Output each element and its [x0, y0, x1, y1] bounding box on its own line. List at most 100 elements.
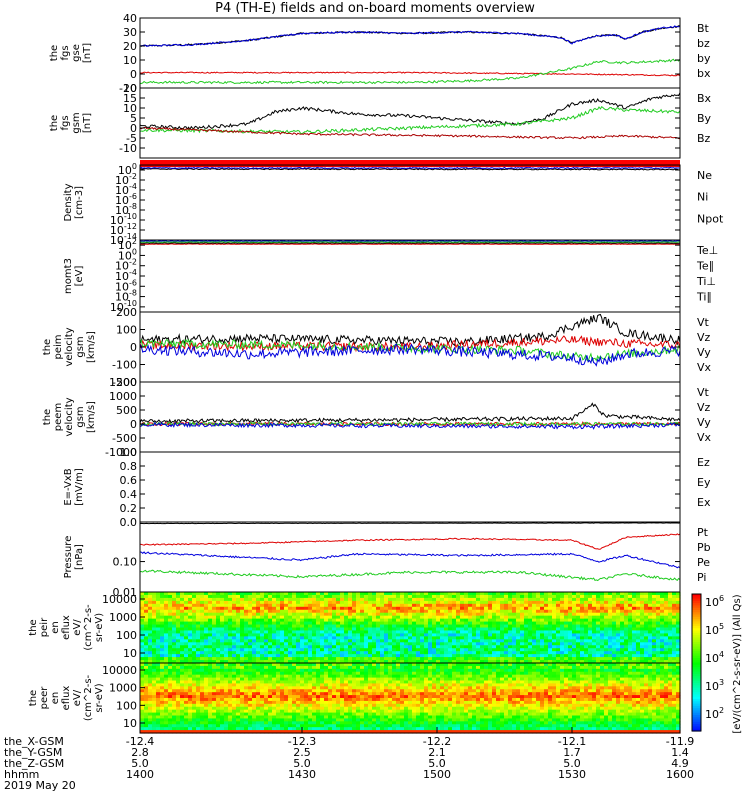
spectrogram-cell [208, 645, 213, 649]
spectrogram-cell [232, 594, 237, 599]
spectrogram-cell [420, 603, 425, 608]
spectrogram-cell [612, 594, 617, 599]
spectrogram-cell [256, 651, 261, 655]
spectrogram-cell [360, 645, 365, 649]
spectrogram-cell [280, 689, 285, 693]
spectrogram-cell [364, 677, 369, 682]
spectrogram-cell [168, 639, 173, 643]
spectrogram-cell [232, 698, 237, 702]
spectrogram-cell [276, 706, 281, 711]
spectrogram-cell [308, 686, 313, 690]
spectrogram-cell [392, 597, 397, 602]
spectrogram-cell [372, 612, 377, 617]
spectrogram-cell [184, 612, 189, 617]
spectrogram-cell [368, 651, 373, 655]
spectrogram-cell [424, 621, 429, 626]
spectrogram-cell [672, 592, 677, 596]
spectrogram-cell [308, 645, 313, 649]
spectrogram-cell [536, 654, 541, 658]
spectrogram-cell [356, 615, 361, 620]
spectrogram-cell [184, 660, 189, 664]
spectrogram-cell [660, 615, 665, 620]
spectrogram-cell [556, 651, 561, 655]
spectrogram-cell [184, 668, 189, 673]
spectrogram-cell [588, 651, 593, 655]
spectrogram-cell [200, 692, 205, 696]
spectrogram-cell [192, 636, 197, 640]
spectrogram-cell [296, 671, 301, 676]
spectrogram-cell [540, 642, 545, 646]
spectrogram-cell [376, 692, 381, 696]
spectrogram-cell [244, 686, 249, 690]
spectrogram-cell [304, 639, 309, 643]
spectrogram-cell [608, 642, 613, 646]
spectrogram-cell [376, 633, 381, 637]
spectrogram-cell [452, 654, 457, 658]
spectrogram-cell [172, 730, 177, 734]
spectrogram-cell [584, 615, 589, 620]
spectrogram-cell [532, 600, 537, 605]
spectrogram-cell [668, 636, 673, 640]
spectrogram-cell [356, 709, 361, 714]
spectrogram-cell [352, 663, 357, 667]
spectrogram-cell [476, 624, 481, 629]
spectrogram-cell [244, 730, 249, 734]
spectrogram-cell [196, 651, 201, 655]
spectrogram-cell [500, 660, 505, 664]
spectrogram-cell [148, 695, 153, 699]
spectrogram-cell [380, 689, 385, 693]
spectrogram-cell [372, 621, 377, 626]
spectrogram-cell [228, 618, 233, 623]
spectrogram-cell [332, 657, 337, 661]
spectrogram-cell [676, 597, 681, 602]
spectrogram-cell [208, 674, 213, 679]
spectrogram-cell [176, 597, 181, 602]
spectrogram-cell [272, 630, 277, 635]
spectrogram-cell [468, 592, 473, 596]
spectrogram-cell [316, 618, 321, 623]
spectrogram-cell [368, 627, 373, 632]
spectrogram-cell [140, 680, 145, 685]
spectrogram-cell [148, 698, 153, 702]
spectrogram-cell [244, 715, 249, 720]
spectrogram-cell [260, 721, 265, 725]
spectrogram-cell [344, 645, 349, 649]
spectrogram-cell [208, 689, 213, 693]
spectrogram-cell [328, 603, 333, 608]
spectrogram-cell [588, 642, 593, 646]
legend-density-2: Npot [697, 212, 724, 225]
spectrogram-cell [328, 727, 333, 731]
spectrogram-cell [228, 727, 233, 731]
spectrogram-cell [624, 636, 629, 640]
spectrogram-cell [380, 660, 385, 664]
spectrogram-cell [296, 706, 301, 711]
spectrogram-cell [176, 700, 181, 705]
spectrogram-cell [156, 665, 161, 670]
spectrogram-cell [524, 645, 529, 649]
spectrogram-cell [356, 657, 361, 661]
spectrogram-cell [208, 621, 213, 626]
spectrogram-cell [168, 594, 173, 599]
spectrogram-cell [552, 624, 557, 629]
spectrogram-cell [168, 603, 173, 608]
spectrogram-cell [452, 627, 457, 632]
spectrogram-cell [272, 609, 277, 614]
spectrogram-cell [228, 665, 233, 670]
spectrogram-cell [320, 627, 325, 632]
spectrogram-cell [300, 639, 305, 643]
spectrogram-cell [512, 639, 517, 643]
spectrogram-cell [240, 642, 245, 646]
spectrogram-cell [380, 671, 385, 676]
spectrogram-cell [536, 636, 541, 640]
spectrogram-cell [500, 621, 505, 626]
spectrogram-cell [604, 633, 609, 637]
spectrogram-cell [584, 660, 589, 664]
spectrogram-cell [300, 648, 305, 652]
spectrogram-cell [560, 624, 565, 629]
spectrogram-cell [352, 671, 357, 676]
spectrogram-cell [332, 724, 337, 728]
spectrogram-cell [288, 627, 293, 632]
spectrogram-cell [216, 700, 221, 705]
spectrogram-cell [156, 612, 161, 617]
spectrogram-cell [160, 609, 165, 614]
